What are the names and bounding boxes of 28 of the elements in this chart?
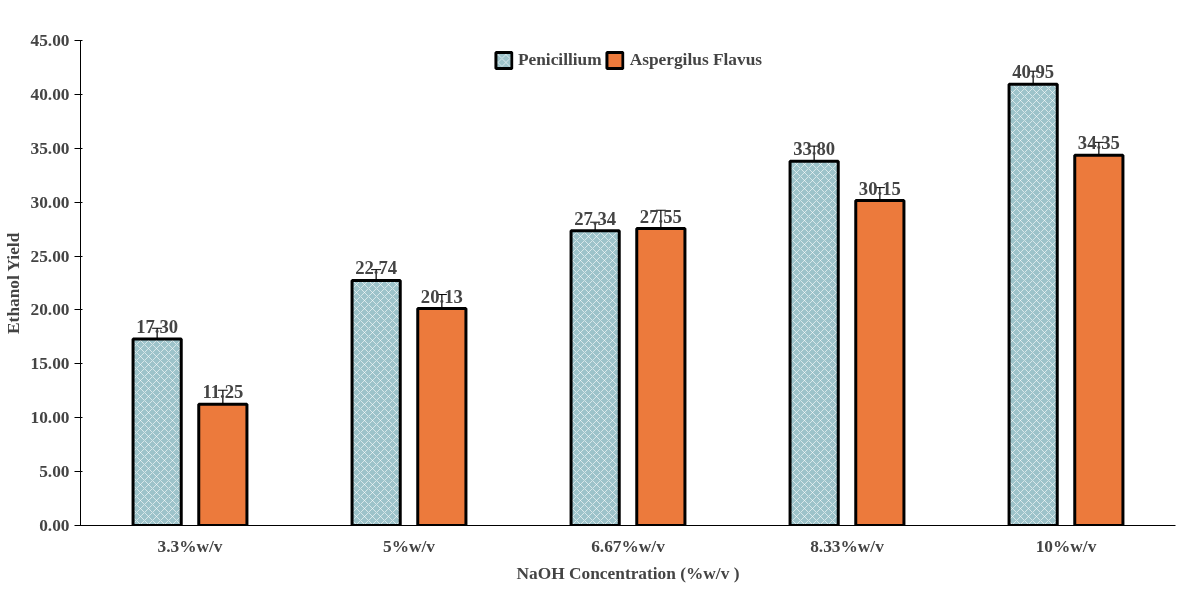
data-label: 27.34 — [574, 207, 617, 229]
y-tick-label: 0.00 — [39, 516, 70, 535]
y-tick-label: 40.00 — [30, 84, 70, 104]
data-label: 33.80 — [793, 138, 836, 160]
y-tick-label: 45.00 — [30, 31, 70, 50]
y-axis-title: Ethanol Yield — [3, 232, 23, 334]
legend-label: Aspergilus Flavus — [629, 50, 763, 70]
y-tick-label: 25.00 — [30, 246, 70, 266]
x-tick-label: 3.3%w/v — [157, 536, 223, 556]
data-label: 22.74 — [355, 257, 398, 279]
legend-label: Penicillium — [517, 50, 602, 70]
x-tick-label: 5%w/v — [383, 536, 436, 556]
data-label: 20.13 — [420, 285, 463, 307]
data-label: 34.35 — [1077, 132, 1120, 154]
x-tick-label: 10%w/v — [1035, 536, 1097, 556]
data-label: 30.15 — [858, 177, 901, 199]
x-tick-label: 8.33%w/v — [810, 536, 885, 556]
y-tick-label: 20.00 — [30, 300, 70, 320]
y-tick-label: 30.00 — [30, 192, 70, 212]
data-label: 11.25 — [202, 381, 244, 403]
data-label: 17.30 — [136, 316, 179, 338]
x-tick-label: 6.67%w/v — [591, 536, 666, 556]
y-tick-label: 5.00 — [39, 462, 70, 482]
y-tick-label: 10.00 — [30, 408, 70, 428]
x-axis-title: NaOH Concentration (%w/v ) — [516, 563, 740, 583]
y-tick-label: 15.00 — [30, 354, 70, 374]
y-tick-label: 35.00 — [30, 138, 70, 158]
data-label: 40.95 — [1012, 61, 1055, 83]
